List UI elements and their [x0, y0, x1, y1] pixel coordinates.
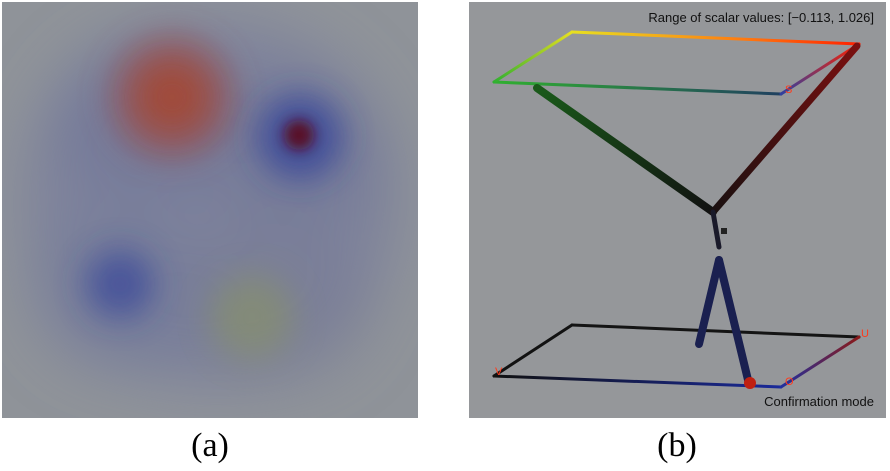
dark-red-core [284, 120, 314, 150]
red-density-blob [110, 35, 234, 159]
volume-render-canvas [2, 2, 418, 418]
axis-label-s: S [785, 84, 793, 96]
graph-edge-center [710, 209, 722, 250]
graph-edge-blue-left [695, 256, 723, 348]
caption-b: (b) [657, 427, 697, 464]
mode-label: Confirmation mode [764, 394, 874, 409]
cube-graph-canvas [492, 30, 861, 389]
bounding-cube [492, 30, 861, 389]
axis-label-o: O [785, 376, 794, 388]
blue-density-blob [258, 95, 342, 179]
cube-graph-view[interactable]: Range of scalar values: [−0.113, 1.026] … [469, 2, 886, 418]
graph-edge-red [709, 42, 861, 216]
volume-render-view[interactable] [2, 2, 418, 418]
scalar-range-label: Range of scalar values: [−0.113, 1.026] [648, 10, 874, 25]
blue-density-blob-lower [86, 250, 154, 318]
graph-edge-blue-right [715, 256, 753, 388]
axis-label-u: U [861, 328, 869, 340]
green-density-blob [210, 275, 294, 359]
caption-a: (a) [191, 427, 229, 464]
topology-graph [533, 42, 861, 389]
axis-label-v: V [495, 366, 503, 378]
graph-node-minimum [744, 377, 756, 389]
graph-edge-green [533, 84, 717, 216]
graph-node-saddle [721, 228, 727, 234]
